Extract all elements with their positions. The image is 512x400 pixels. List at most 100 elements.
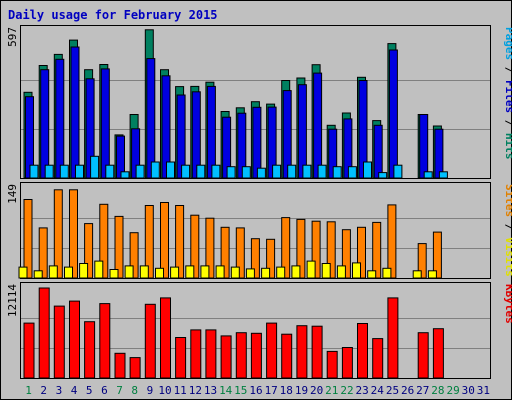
bar-visits-visits-day4 [64, 266, 73, 279]
bar-kbytes-kbytes-day8 [129, 357, 141, 379]
bar-visits-sites-day28 [432, 231, 442, 279]
x-tick-label-day5: 5 [86, 384, 93, 397]
y-max-label-kbytes: 12114 [6, 284, 19, 317]
bar-kbytes-kbytes-day12 [190, 329, 202, 379]
bar-visits-sites-day11 [175, 205, 185, 279]
bar-kbytes-kbytes-day7 [114, 352, 126, 379]
bar-visits-visits-day1 [18, 266, 28, 279]
bar-hits-pages-day24 [378, 172, 388, 179]
y-max-label-visits: 149 [6, 184, 19, 204]
x-tick-label-day22: 22 [340, 384, 353, 397]
bar-kbytes-kbytes-day22 [341, 347, 353, 379]
bar-hits-files-day6 [100, 68, 110, 179]
bar-visits-visits-day13 [200, 265, 210, 279]
x-tick-label-day30: 30 [462, 384, 475, 397]
bar-visits-sites-day10 [160, 202, 169, 279]
bar-visits-visits-day21 [321, 263, 331, 279]
bar-visits-sites-day5 [84, 223, 94, 279]
bar-kbytes-kbytes-day4 [69, 300, 80, 379]
bar-kbytes-kbytes-day19 [296, 325, 308, 379]
legend-part-hits-0: Pages [503, 27, 512, 60]
legend-part-hits-2: Files [503, 80, 512, 113]
series-legend-kbytes: KBytes [503, 284, 512, 324]
bar-visits-visits-day15 [230, 266, 240, 279]
bar-visits-visits-day28 [427, 270, 437, 279]
x-tick-label-day27: 27 [416, 384, 429, 397]
bar-kbytes-kbytes-day27 [417, 332, 429, 379]
bar-visits-visits-day3 [48, 265, 58, 279]
bar-visits-visits-day16 [245, 268, 255, 279]
bar-kbytes-kbytes-day5 [84, 321, 96, 379]
bar-visits-sites-day8 [129, 232, 139, 279]
x-tick-label-day15: 15 [234, 384, 247, 397]
bar-hits-pages-day3 [59, 164, 69, 179]
bar-visits-sites-day16 [250, 238, 260, 279]
bar-visits-sites-day9 [144, 205, 154, 279]
bar-visits-sites-day27 [417, 243, 427, 279]
bar-visits-sites-day18 [281, 217, 291, 279]
bar-kbytes-kbytes-day6 [99, 303, 111, 379]
bar-kbytes-kbytes-day10 [160, 297, 171, 379]
bar-visits-visits-day9 [139, 265, 149, 279]
x-tick-label-day11: 11 [174, 384, 187, 397]
bar-kbytes-kbytes-day13 [205, 329, 217, 379]
bar-visits-sites-day20 [311, 220, 321, 279]
bar-kbytes-kbytes-day1 [23, 322, 35, 379]
bar-hits-pages-day18 [287, 164, 297, 179]
bar-hits-files-day27 [419, 114, 429, 179]
bar-hits-pages-day11 [181, 164, 191, 179]
bar-kbytes-kbytes-day9 [144, 303, 156, 379]
bar-hits-pages-day2 [44, 164, 54, 179]
bar-hits-pages-day9 [150, 161, 160, 179]
bar-hits-files-day3 [55, 58, 65, 179]
legend-part-visits-1: / [503, 217, 512, 237]
bar-visits-visits-day11 [170, 266, 180, 279]
x-tick-label-day23: 23 [355, 384, 368, 397]
bar-hits-files-day9 [146, 58, 156, 179]
bar-visits-sites-day1 [23, 199, 33, 279]
bar-visits-sites-day23 [357, 226, 366, 279]
bar-hits-pages-day7 [120, 171, 130, 179]
bar-hits-pages-day19 [302, 164, 312, 179]
legend-part-hits-3: / [503, 113, 512, 133]
bar-visits-sites-day13 [205, 217, 215, 279]
bar-kbytes-kbytes-day18 [281, 333, 293, 379]
x-tick-label-day14: 14 [219, 384, 233, 397]
bar-hits-files-day25 [388, 49, 398, 179]
bar-hits-pages-day12 [196, 164, 206, 179]
bar-hits-pages-day10 [166, 161, 175, 179]
bar-kbytes-kbytes-day24 [372, 338, 384, 379]
bar-visits-sites-day14 [220, 226, 230, 279]
bar-visits-visits-day5 [79, 263, 89, 279]
chart-title: Daily usage for February 2015 [8, 8, 218, 22]
bar-hits-files-day4 [70, 46, 80, 179]
x-tick-label-day20: 20 [310, 384, 323, 397]
bar-visits-visits-day12 [185, 265, 195, 279]
bar-visits-sites-day19 [296, 218, 306, 279]
x-tick-label-day25: 25 [386, 384, 399, 397]
legend-part-visits-0: Sites [503, 184, 512, 217]
bar-visits-visits-day10 [155, 267, 164, 279]
x-tick-label-day24: 24 [371, 384, 385, 397]
bar-hits-files-day2 [40, 69, 50, 179]
x-tick-label-day13: 13 [204, 384, 217, 397]
bar-visits-visits-day24 [367, 270, 377, 279]
bar-visits-visits-day19 [291, 265, 301, 279]
bar-visits-visits-day23 [352, 262, 361, 279]
bar-hits-pages-day13 [211, 164, 221, 179]
bar-visits-sites-day24 [372, 221, 382, 279]
bar-hits-pages-day14 [226, 166, 236, 179]
bar-hits-pages-day8 [135, 164, 145, 179]
x-tick-label-day12: 12 [189, 384, 202, 397]
bar-kbytes-kbytes-day17 [266, 322, 278, 379]
bar-hits-pages-day15 [241, 166, 251, 179]
x-tick-label-day21: 21 [325, 384, 338, 397]
bar-kbytes-kbytes-day20 [311, 325, 323, 379]
bar-visits-visits-day25 [382, 267, 392, 279]
x-tick-label-day19: 19 [295, 384, 308, 397]
bar-visits-sites-day2 [38, 227, 48, 279]
bar-kbytes-kbytes-day2 [38, 287, 50, 379]
bar-hits-pages-day4 [75, 164, 84, 179]
bar-hits-pages-day6 [105, 164, 115, 179]
